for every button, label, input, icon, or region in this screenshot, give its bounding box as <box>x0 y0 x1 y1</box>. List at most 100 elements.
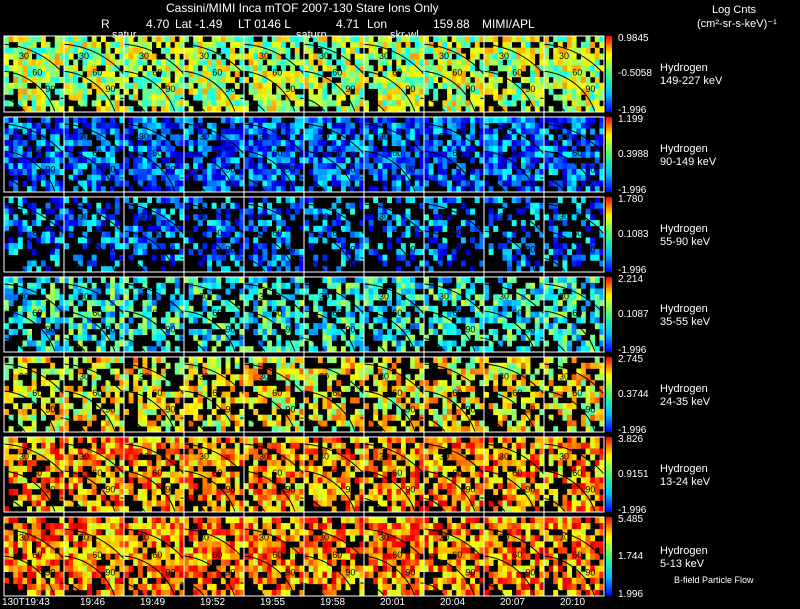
colorbar-3 <box>606 277 612 352</box>
contour-label: 90 <box>285 165 295 175</box>
row-energy: 5-13 keV <box>660 557 705 570</box>
contour-line <box>2 70 58 120</box>
contour-label: 90 <box>345 568 355 578</box>
contour-line <box>362 310 418 359</box>
contour-label: 90 <box>285 405 295 415</box>
contour-label: 60 <box>212 468 222 478</box>
extra-value: 159.88 <box>433 17 470 31</box>
contour-label: 60 <box>452 308 462 318</box>
contour-label: 60 <box>572 468 582 478</box>
contour-line <box>124 283 204 354</box>
contour-label: 30 <box>79 372 89 382</box>
contour-label: 30 <box>499 132 509 142</box>
contour-line <box>422 230 478 279</box>
contour-label: 30 <box>379 533 389 543</box>
contour-label: 30 <box>139 51 149 61</box>
contour-line <box>242 230 298 279</box>
time-tick-0: 130T19:43 <box>2 597 50 608</box>
contour-label: 30 <box>319 51 329 61</box>
row-label-4: Hydrogen 24-35 keV <box>660 383 710 409</box>
contour-label: 60 <box>152 468 162 478</box>
contour-label: 90 <box>285 485 295 495</box>
contour-line <box>242 555 297 600</box>
row-species: Hydrogen <box>660 142 708 155</box>
contour-label: 60 <box>92 468 102 478</box>
contour-line <box>422 310 478 359</box>
contour-label: 60 <box>272 228 282 238</box>
contour-label: 30 <box>559 132 569 142</box>
contour-label: 30 <box>79 212 89 222</box>
contour-label: 30 <box>259 212 269 222</box>
contour-line <box>62 555 117 600</box>
contour-label: 60 <box>212 550 222 560</box>
contour-label: 30 <box>319 292 329 302</box>
contour-line <box>484 443 564 514</box>
contour-label: 90 <box>225 405 235 415</box>
row-energy: 24-35 keV <box>660 395 711 408</box>
contour-label: 90 <box>105 405 115 415</box>
contour-label: 60 <box>512 308 522 318</box>
time-tick-1: 19:46 <box>80 597 106 608</box>
contour-line <box>482 555 537 600</box>
contour-line <box>122 470 178 519</box>
contour-label: 30 <box>499 51 509 61</box>
contour-label: 30 <box>439 212 449 222</box>
contour-line <box>302 390 358 439</box>
lon-label: Lon <box>367 17 388 31</box>
contour-label: 90 <box>345 84 355 94</box>
row-label-0: Hydrogen 149-227 keV <box>660 62 722 88</box>
contour-label: 90 <box>345 165 355 175</box>
contour-line <box>124 203 204 274</box>
contour-line <box>64 203 144 274</box>
contour-line <box>422 390 478 439</box>
contour-line <box>422 470 478 519</box>
contour-label: 90 <box>465 165 475 175</box>
row-label-6: Hydrogen 5-13 keV <box>660 545 708 571</box>
contour-label: 90 <box>105 568 115 578</box>
contour-line <box>544 528 606 563</box>
contour-label: 60 <box>152 388 162 398</box>
contour-line <box>542 390 598 439</box>
contour-label: 60 <box>212 308 222 318</box>
contour-label: 90 <box>165 245 175 255</box>
footer-note: B-field Particle Flow <box>674 575 754 585</box>
chart-title: Cassini/MIMI Inca mTOF 2007-130 Stare Io… <box>166 1 439 15</box>
colorbar-max-0: 0.9845 <box>618 33 649 44</box>
colorbar-max-6: 5.485 <box>618 514 644 525</box>
contour-label: 60 <box>452 550 462 560</box>
contour-label: 60 <box>512 228 522 238</box>
contour-line <box>544 283 606 318</box>
row-species: Hydrogen <box>660 382 708 395</box>
contour-label: 60 <box>332 148 342 158</box>
contour-label: 90 <box>165 165 175 175</box>
contour-label: 90 <box>465 485 475 495</box>
contour-line <box>242 70 298 120</box>
row-species: Hydrogen <box>660 62 708 74</box>
contour-line <box>122 230 178 279</box>
contour-label: 60 <box>92 148 102 158</box>
contour-line <box>482 230 538 279</box>
contour-label: 90 <box>525 568 535 578</box>
contour-line <box>62 70 118 120</box>
contour-line <box>122 310 178 359</box>
contour-line <box>542 555 597 600</box>
contour-line <box>542 70 598 120</box>
colorbar-min-5: -1.996 <box>618 505 647 516</box>
contour-line <box>242 390 298 439</box>
time-tick-4: 19:55 <box>260 597 286 608</box>
contour-line <box>482 470 538 519</box>
contour-label: 60 <box>272 388 282 398</box>
contour-label: 60 <box>392 388 402 398</box>
contour-label: 90 <box>45 165 55 175</box>
